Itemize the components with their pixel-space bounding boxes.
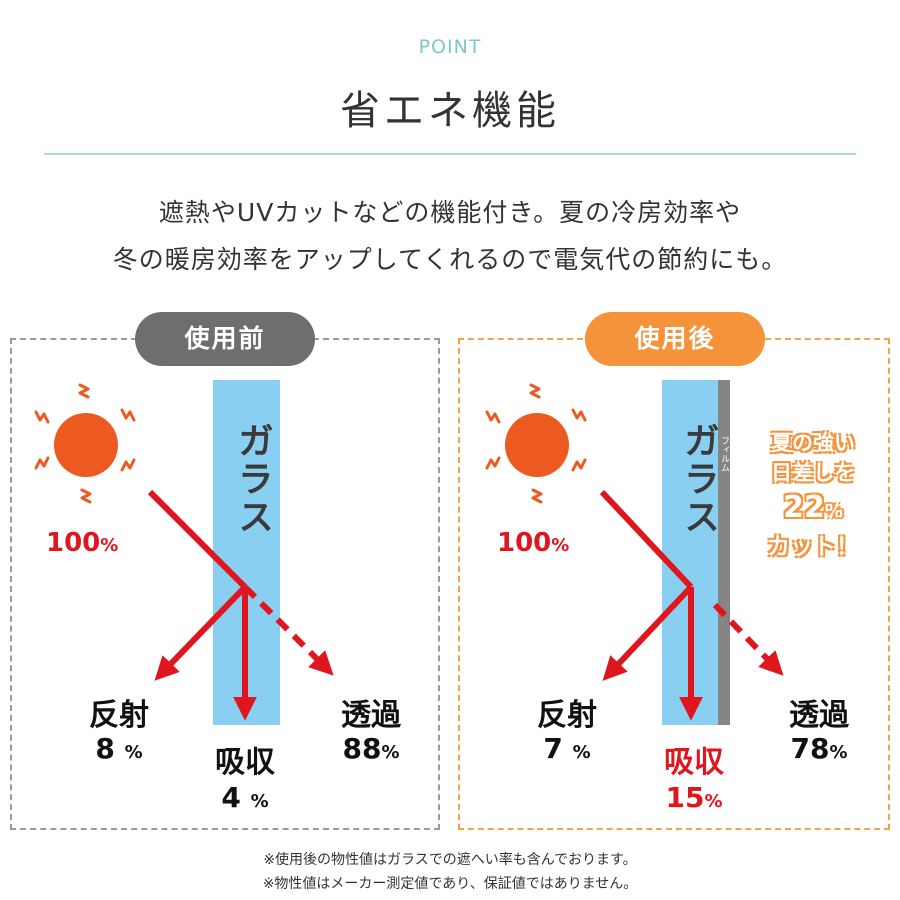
percent-sign: %	[100, 535, 119, 556]
section-eyebrow: POINT	[418, 36, 482, 58]
before-badge: 使用前	[135, 312, 315, 366]
sun-rays-before	[34, 383, 136, 504]
glass-label-after: ガラス	[678, 422, 719, 536]
absorb-number-after: 15	[665, 781, 705, 814]
incoming-value-before: 100	[46, 528, 101, 558]
reflect-number-before: 8	[95, 732, 115, 765]
transmit-label-after: 透過	[789, 698, 849, 733]
transmit-value-before: 88%	[316, 732, 426, 765]
reflect-arrow-before	[154, 584, 248, 681]
title-divider	[44, 153, 856, 155]
transmit-value-after: 78%	[764, 732, 874, 765]
glass-label-before: ガラス	[232, 422, 273, 536]
promo-line-4: カット！	[767, 534, 859, 560]
reflect-number-after: 7	[543, 732, 563, 765]
sun-icon-before	[54, 413, 118, 477]
transmit-label-before: 透過	[341, 698, 401, 733]
reflect-label-after: 反射	[537, 698, 597, 733]
transmit-number-after: 78	[790, 732, 830, 765]
reflect-arrow-after	[602, 584, 694, 681]
promo-line-2: 日差しを	[771, 461, 855, 485]
sun-rays-after	[485, 383, 587, 504]
percent-sign: %	[824, 501, 843, 522]
transmit-arrow-after	[712, 602, 784, 676]
absorb-label-after: 吸収	[664, 745, 724, 780]
film-layer	[718, 380, 730, 725]
description-line-1: 遮熱やUVカットなどの機能付き。夏の冷房効率や	[158, 198, 742, 227]
description-line-2: 冬の暖房効率をアップしてくれるので電気代の節約にも。	[112, 245, 788, 274]
absorb-value-after: 15%	[639, 781, 749, 814]
promo-callout: 夏の強い 日差しを 22% カット！	[748, 428, 878, 562]
incoming-percent-before: 100%	[46, 528, 118, 558]
light-arrows-before	[147, 489, 334, 721]
transmit-number-before: 88	[342, 732, 382, 765]
page-title: 省エネ機能	[340, 88, 560, 134]
reflect-value-after: 7 %	[512, 732, 622, 765]
footnote-1: ※使用後の物性値はガラスでの遮へい率も含んでおります。	[263, 852, 637, 868]
reflect-value-before: 8 %	[64, 732, 174, 765]
percent-sign: %	[250, 791, 269, 812]
absorb-number-before: 4	[221, 781, 241, 814]
percent-sign: %	[124, 742, 143, 763]
absorb-value-before: 4 %	[190, 781, 300, 814]
percent-sign: %	[829, 742, 848, 763]
footnote-2: ※物性値はメーカー測定値であり、保証値ではありません。	[262, 876, 638, 892]
after-badge: 使用後	[585, 312, 765, 366]
absorb-label-before: 吸収	[215, 745, 275, 780]
incoming-ray-after	[599, 489, 694, 590]
percent-sign: %	[551, 535, 570, 556]
promo-number: 22	[783, 490, 825, 525]
percent-sign: %	[381, 742, 400, 763]
incoming-percent-after: 100%	[497, 528, 569, 558]
percent-sign: %	[572, 742, 591, 763]
promo-line-1: 夏の強い	[771, 431, 855, 455]
sun-icon-after	[505, 413, 569, 477]
incoming-value-after: 100	[497, 528, 552, 558]
incoming-ray-before	[147, 489, 248, 590]
transmit-arrow-before	[242, 584, 334, 676]
light-arrows-after	[599, 489, 784, 721]
reflect-label-before: 反射	[89, 698, 149, 733]
promo-number-line: 22%	[748, 488, 878, 532]
percent-sign: %	[704, 791, 723, 812]
film-label: フィルム	[719, 436, 729, 472]
